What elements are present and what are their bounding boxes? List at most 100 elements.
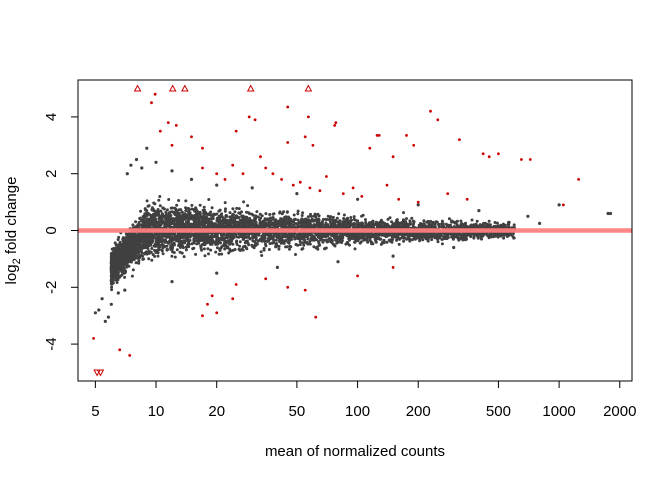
density-point [395,237,399,241]
density-point [170,210,174,214]
density-point [131,223,135,227]
density-point [277,247,281,251]
density-point [198,210,202,214]
density-point [431,222,435,226]
density-point [197,218,201,221]
density-point [487,219,491,223]
density-point [397,242,401,246]
density-point [268,220,272,224]
density-point [254,214,258,218]
density-point [214,250,218,254]
density-point [151,219,155,223]
density-point [178,250,182,254]
density-point [145,219,149,223]
density-point [251,236,255,240]
density-point [209,248,213,252]
density-point [306,215,310,219]
density-point [235,223,239,227]
density-point [335,216,339,220]
density-point [393,225,397,229]
density-point [166,215,170,219]
density-point [365,232,369,236]
density-point [288,221,292,225]
density-point [436,240,440,244]
density-point [212,213,216,217]
density-point [115,281,119,284]
density-point [324,246,328,250]
density-point [496,233,500,237]
density-point [184,225,188,229]
density-point [302,243,306,247]
density-point [142,214,146,218]
density-point [184,216,188,220]
density-point [150,258,154,262]
density-point [143,207,147,211]
density-point [124,246,127,250]
density-point [352,233,356,237]
density-point [170,254,174,258]
density-point [156,208,160,211]
density-point [296,209,300,213]
density-point [219,241,222,245]
density-point [147,257,151,261]
density-point [408,219,412,223]
density-point [430,234,434,238]
density-point [190,207,194,211]
density-point [269,216,272,220]
density-point [250,243,254,247]
density-point [152,244,156,248]
density-point [357,225,361,229]
density-point [173,213,177,217]
density-point [187,232,190,236]
density-point [329,215,333,219]
density-point [240,214,244,218]
density-point [116,238,120,242]
density-point [286,215,290,219]
density-point [480,237,483,241]
density-point [296,218,300,222]
density-point [289,234,293,237]
density-point [256,215,260,219]
density-point [171,222,175,226]
density-point [203,254,207,258]
density-point [202,247,206,251]
density-point [191,247,195,251]
density-point [402,218,405,222]
density-point [478,225,482,229]
density-point [263,217,267,221]
density-point [157,210,161,214]
density-point [317,240,321,244]
density-point [116,273,120,277]
density-point [275,221,279,225]
density-point [316,247,320,251]
density-point [235,206,239,210]
density-point [221,244,225,248]
density-point [255,210,259,214]
density-point [215,246,219,250]
density-point [191,225,195,229]
density-point [243,217,247,221]
density-point [141,220,145,224]
density-point [160,249,164,253]
density-point [402,211,405,215]
density-point [136,235,140,239]
density-point [324,217,328,221]
density-point [382,238,386,242]
density-point [136,238,140,242]
density-point [194,208,198,212]
density-point [238,240,242,244]
density-point [383,233,387,237]
density-point [172,218,176,222]
density-point [391,235,395,238]
density-point [247,211,251,215]
density-point [202,236,206,240]
density-point [181,225,185,229]
density-point [339,233,343,237]
density-point [426,237,430,241]
density-point [461,238,465,242]
density-point [184,248,188,252]
density-point [408,239,412,243]
density-point [119,274,123,278]
density-point [262,248,266,252]
density-point [280,212,284,216]
